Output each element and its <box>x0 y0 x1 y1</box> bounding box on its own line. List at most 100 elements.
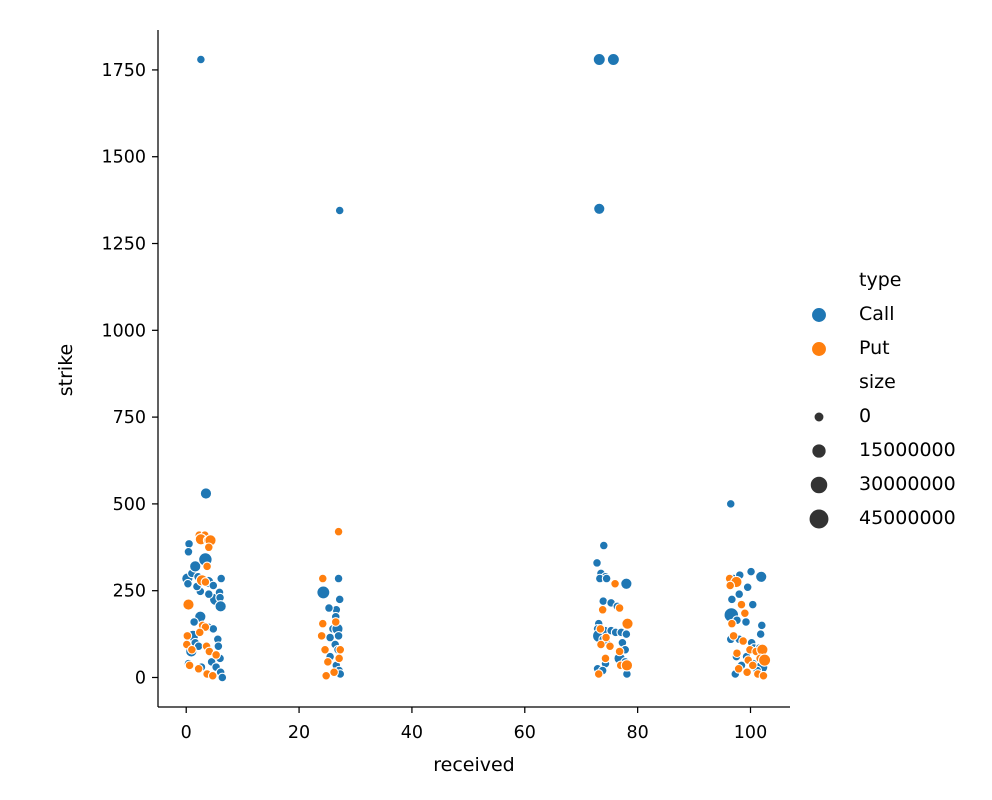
data-point-call <box>746 566 756 577</box>
data-point-call <box>598 596 609 606</box>
y-tick-label: 1750 <box>101 61 146 81</box>
data-point-put <box>334 653 344 664</box>
y-ticks: 0 250 500 750 1000 1250 1500 1750 <box>101 61 158 688</box>
data-point-call <box>601 573 612 584</box>
data-point-put <box>182 630 193 641</box>
data-point-call <box>199 487 213 500</box>
y-axis-label: strike <box>55 344 77 396</box>
legend-size-label: 30000000 <box>859 473 956 495</box>
data-point-call <box>214 600 227 613</box>
y-tick-label: 250 <box>113 582 146 602</box>
data-point-call <box>316 585 331 600</box>
legend-label-call: Call <box>859 303 894 325</box>
x-axis-label: received <box>433 754 515 776</box>
legend-marker-put <box>810 340 828 358</box>
data-point-put <box>317 573 328 584</box>
data-point-put <box>335 644 346 655</box>
legend-size-marker <box>808 508 830 530</box>
data-point-put <box>320 644 330 655</box>
data-point-put <box>614 646 625 657</box>
data-point-call <box>208 624 219 634</box>
y-tick-label: 750 <box>113 408 146 428</box>
data-point-put <box>742 667 752 678</box>
data-point-call <box>742 582 753 593</box>
legend-hue-entries: Call Put <box>810 303 894 359</box>
legend-size-label: 15000000 <box>859 439 956 461</box>
x-tick-label: 100 <box>734 723 767 743</box>
x-tick-label: 20 <box>288 723 310 743</box>
data-point-put <box>321 670 332 681</box>
data-point-call <box>189 560 202 573</box>
y-tick-label: 500 <box>113 495 146 515</box>
data-point-call <box>755 570 768 583</box>
data-point-call <box>333 630 344 641</box>
data-point-call <box>184 538 194 549</box>
data-point-call <box>734 589 745 600</box>
data-point-put <box>330 617 341 627</box>
data-point-call <box>592 558 602 568</box>
legend-size-marker <box>813 411 825 423</box>
data-point-put <box>317 618 328 629</box>
data-point-put <box>736 599 747 610</box>
data-point-call <box>213 641 224 652</box>
data-point-call <box>217 672 228 683</box>
data-point-call <box>741 617 751 627</box>
data-point-call <box>756 620 767 631</box>
data-point-call <box>183 546 194 557</box>
data-point-put <box>733 663 744 674</box>
points-layer <box>181 52 772 683</box>
data-point-put <box>333 526 344 537</box>
data-point-put <box>610 578 620 589</box>
data-point-call <box>334 205 345 216</box>
data-point-put <box>323 657 333 667</box>
legend-size-marker <box>809 475 829 495</box>
data-point-put <box>202 561 212 572</box>
data-point-put <box>207 670 218 681</box>
data-point-put <box>194 627 205 638</box>
data-point-put <box>211 650 221 660</box>
data-point-put <box>732 648 742 659</box>
data-point-put <box>738 636 749 646</box>
data-point-put <box>316 630 327 641</box>
data-point-put <box>747 660 758 671</box>
y-tick-label: 1250 <box>101 235 146 255</box>
data-point-put <box>620 659 634 672</box>
data-point-call <box>334 594 345 605</box>
data-point-put <box>605 641 615 652</box>
data-point-call <box>183 578 193 589</box>
data-point-put <box>728 630 739 641</box>
data-point-put <box>614 603 625 613</box>
data-point-put <box>727 618 737 629</box>
data-point-put <box>758 670 769 681</box>
data-point-call <box>333 573 344 584</box>
data-point-put <box>187 644 197 655</box>
data-point-call <box>598 540 609 551</box>
data-point-call <box>196 54 206 65</box>
x-tick-label: 80 <box>627 723 649 743</box>
legend-size-entries: 0 15000000 30000000 45000000 <box>808 405 956 530</box>
data-point-put <box>597 604 608 615</box>
legend-size-label: 45000000 <box>859 507 956 529</box>
data-point-put <box>600 653 611 664</box>
data-point-put <box>184 660 195 671</box>
data-point-call <box>620 577 633 590</box>
y-tick-label: 1500 <box>101 148 146 168</box>
data-point-call <box>324 603 334 613</box>
data-point-put <box>329 667 339 678</box>
data-point-put <box>601 632 611 643</box>
legend-size-label: 0 <box>859 405 871 427</box>
data-point-put <box>596 639 606 650</box>
data-point-call <box>208 580 219 591</box>
legend-label-put: Put <box>859 337 890 359</box>
data-point-put <box>182 598 195 611</box>
x-ticks: 0 20 40 60 80 100 <box>181 707 767 743</box>
data-point-put <box>756 643 769 656</box>
legend-size-marker <box>811 443 827 459</box>
data-point-call <box>592 52 606 67</box>
x-tick-label: 40 <box>401 723 423 743</box>
data-point-put <box>593 669 604 679</box>
data-point-put <box>725 580 736 591</box>
legend-size-title: size <box>859 371 896 393</box>
legend-marker-call <box>810 306 828 324</box>
